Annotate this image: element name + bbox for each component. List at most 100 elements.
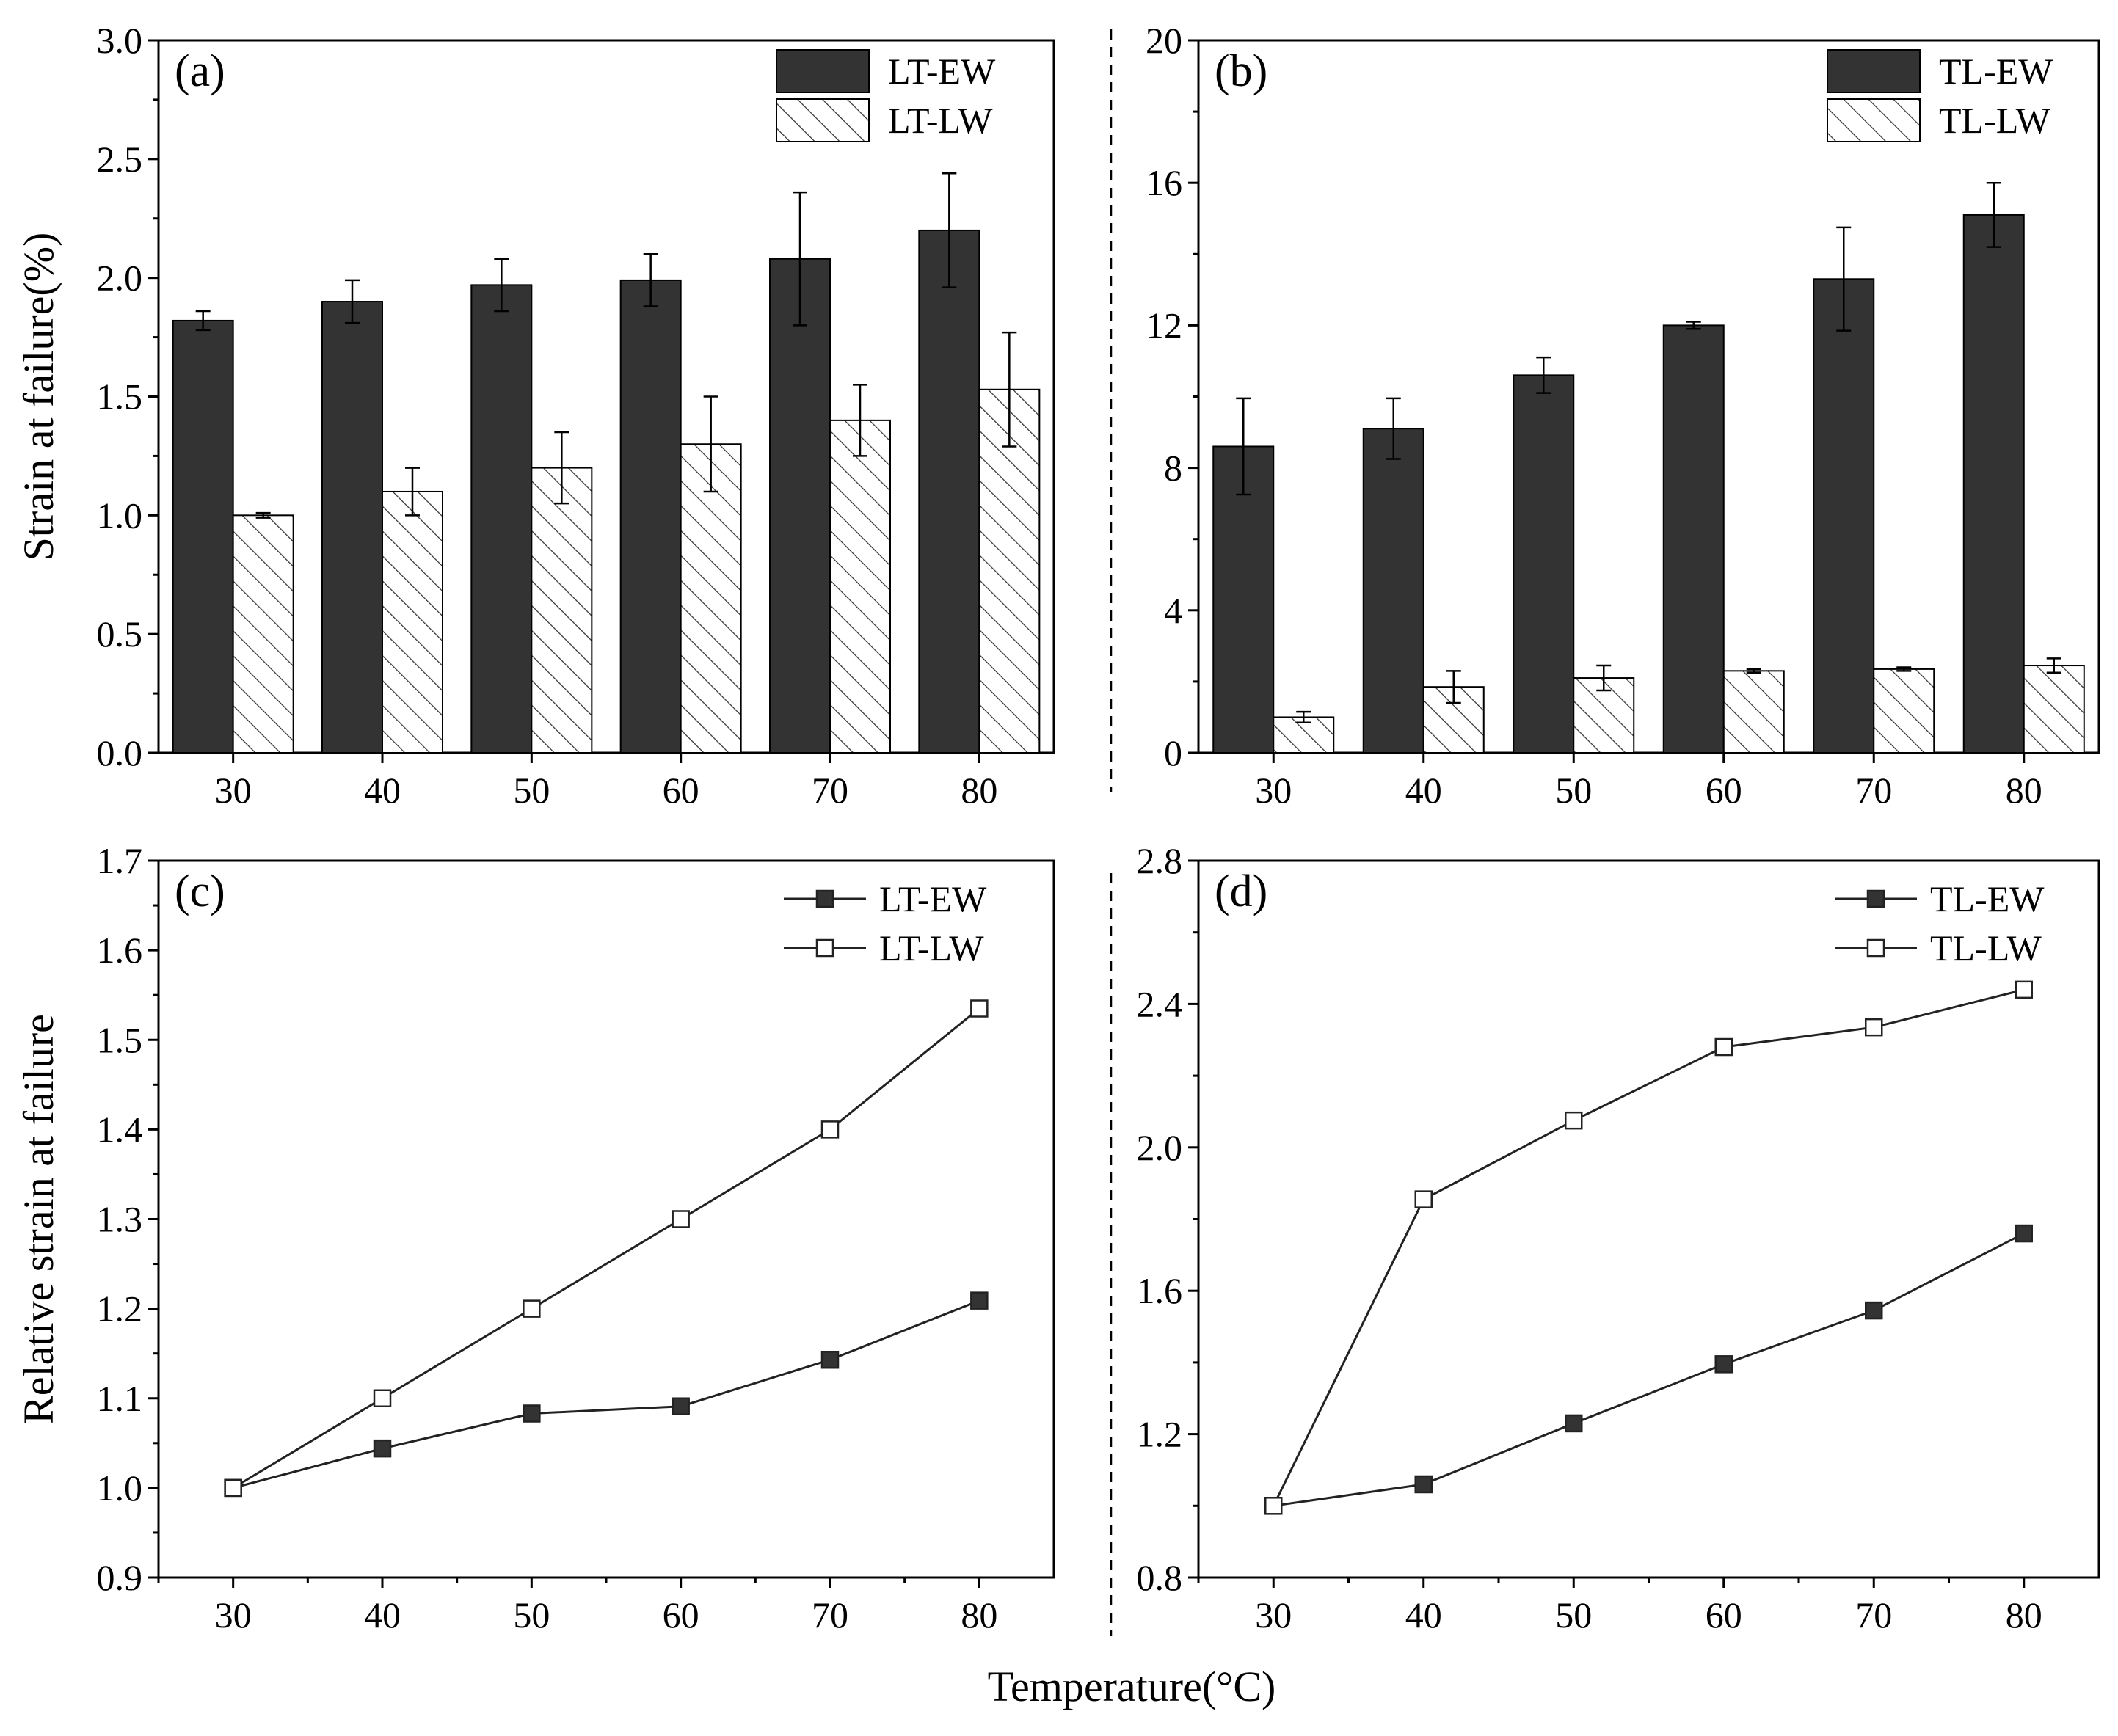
error-bar-tl-lw xyxy=(1446,670,1461,704)
marker-tl-ew xyxy=(1414,1475,1433,1494)
marker-lt-lw xyxy=(373,1389,392,1407)
bar-tl-ew xyxy=(1813,278,1875,754)
marker-tl-lw xyxy=(1714,1037,1733,1057)
panel-c-line-chart: 0.9 1.0 1.1 1.2 1.3 1.4 1.5 1.6 1.7 Relative stra… xyxy=(15,840,1055,1635)
y-tick-label: 1.3 xyxy=(97,1199,143,1240)
legend-swatch-tl-ew xyxy=(1827,49,1921,93)
marker-tl-lw xyxy=(1264,1497,1283,1515)
marker-lt-ew xyxy=(820,1350,840,1369)
legend-swatch-lt-lw xyxy=(776,98,870,142)
bar-lt-lw xyxy=(232,514,294,754)
marker-tl-lw xyxy=(2015,980,2033,999)
x-tick-label: 40 xyxy=(1405,770,1442,811)
y-tick-label: 1.2 xyxy=(1137,1414,1183,1455)
bar-tl-ew xyxy=(1662,324,1725,754)
legend-swatch-tl-lw xyxy=(1827,98,1921,142)
x-tick-label: 30 xyxy=(1255,770,1292,811)
x-tick-label: 70 xyxy=(1855,1594,1892,1635)
bar-lt-lw xyxy=(531,467,593,754)
marker-tl-ew xyxy=(1565,1414,1583,1433)
y-tick-label: 0.5 xyxy=(97,613,143,654)
error-bar-tl-ew xyxy=(1536,356,1551,394)
y-tick-label: 2.0 xyxy=(97,258,143,299)
x-tick-label: 50 xyxy=(513,770,550,811)
panel-a-bar-chart: 0.0 0.5 1.0 1.5 2.0 2.5 3.0 Strain at failure(%… xyxy=(15,20,1055,811)
legend-marker-lt-ew xyxy=(815,889,834,908)
marker-lt-lw xyxy=(672,1210,690,1228)
x-tick-label: 80 xyxy=(961,770,997,811)
error-bar-tl-lw xyxy=(1746,668,1761,674)
legend-label: TL-EW xyxy=(1930,878,2045,919)
x-tick-label: 60 xyxy=(1706,1594,1742,1635)
marker-tl-lw xyxy=(1865,1018,1883,1037)
y-tick-label: 2.8 xyxy=(1137,840,1183,881)
y-tick-label: 1.2 xyxy=(97,1288,143,1330)
y-tick-label: 1.4 xyxy=(97,1109,143,1150)
y-tick-label: 3.0 xyxy=(97,20,143,61)
error-bar-lt-ew xyxy=(345,279,360,324)
y-axis-title: Strain at failure(%) xyxy=(15,233,62,561)
legend-label: TL-LW xyxy=(1939,100,2051,141)
marker-lt-lw xyxy=(224,1478,242,1498)
x-tick-label: 40 xyxy=(364,770,401,811)
bar-tl-lw xyxy=(2023,665,2085,754)
y-tick-label: 1.0 xyxy=(97,1467,143,1509)
marker-lt-ew xyxy=(373,1439,392,1458)
bar-tl-lw xyxy=(1873,668,1935,754)
legend-label: LT-LW xyxy=(888,100,993,141)
line-lt-ew xyxy=(233,1299,980,1489)
y-tick-label: 1.5 xyxy=(97,1019,143,1060)
error-bar-tl-ew xyxy=(1686,321,1701,330)
y-tick-label: 2.4 xyxy=(1137,983,1183,1024)
panel-b-bar-chart: 0 4 8 12 16 20 (b) 30 40 50 60 70 80 TL-EW TL-LW xyxy=(1146,20,2100,811)
x-tick-label: 30 xyxy=(1255,1594,1292,1635)
x-tick-label: 50 xyxy=(513,1594,550,1635)
bar-lt-ew xyxy=(619,279,682,754)
legend-label: TL-LW xyxy=(1930,927,2042,969)
x-tick-label: 60 xyxy=(663,770,699,811)
y-tick-label: 16 xyxy=(1146,162,1182,203)
panel-label: (c) xyxy=(175,867,225,916)
bar-tl-ew xyxy=(1962,214,2025,754)
error-bar-tl-lw xyxy=(1296,710,1311,723)
bar-lt-lw xyxy=(382,490,443,754)
marker-tl-lw xyxy=(1565,1111,1583,1130)
bar-lt-ew xyxy=(172,319,234,754)
x-tick-label: 40 xyxy=(1405,1594,1442,1635)
error-bar-lt-lw xyxy=(405,467,420,517)
x-tick-label: 40 xyxy=(364,1594,401,1635)
marker-lt-lw xyxy=(970,999,989,1018)
y-tick-label: 0.8 xyxy=(1137,1557,1183,1598)
bar-lt-ew xyxy=(470,284,533,754)
y-tick-label: 0.9 xyxy=(97,1557,143,1598)
legend-label: LT-LW xyxy=(879,927,984,969)
error-bar-lt-ew xyxy=(195,310,211,332)
x-tick-label: 80 xyxy=(961,1594,997,1635)
error-bar-tl-lw xyxy=(1596,664,1612,692)
error-bar-tl-lw xyxy=(1896,666,1912,672)
legend-swatch-lt-ew xyxy=(776,49,870,93)
x-tick-label: 80 xyxy=(2006,1594,2042,1635)
panel-label: (d) xyxy=(1215,867,1267,916)
marker-lt-ew xyxy=(523,1404,541,1423)
error-bar-lt-lw xyxy=(554,431,569,505)
y-tick-label: 0.0 xyxy=(97,732,143,773)
error-bar-tl-ew xyxy=(1236,397,1251,496)
x-tick-label: 30 xyxy=(215,1594,252,1635)
marker-lt-lw xyxy=(523,1299,541,1318)
error-bar-lt-lw xyxy=(255,511,271,519)
x-tick-label: 60 xyxy=(1706,770,1742,811)
line-tl-lw xyxy=(1272,988,2025,1506)
legend-marker-lt-lw xyxy=(815,938,834,958)
error-bar-tl-lw xyxy=(2046,657,2061,674)
panel-label: (a) xyxy=(175,46,225,96)
y-tick-label: 2.0 xyxy=(1137,1127,1183,1168)
bar-lt-ew xyxy=(321,301,383,754)
y-tick-label: 2.5 xyxy=(97,139,143,180)
error-bar-lt-ew xyxy=(643,253,658,307)
bar-lt-ew xyxy=(918,229,980,754)
x-tick-label: 50 xyxy=(1555,770,1592,811)
legend-marker-tl-ew xyxy=(1866,889,1885,908)
y-tick-label: 4 xyxy=(1164,590,1182,631)
